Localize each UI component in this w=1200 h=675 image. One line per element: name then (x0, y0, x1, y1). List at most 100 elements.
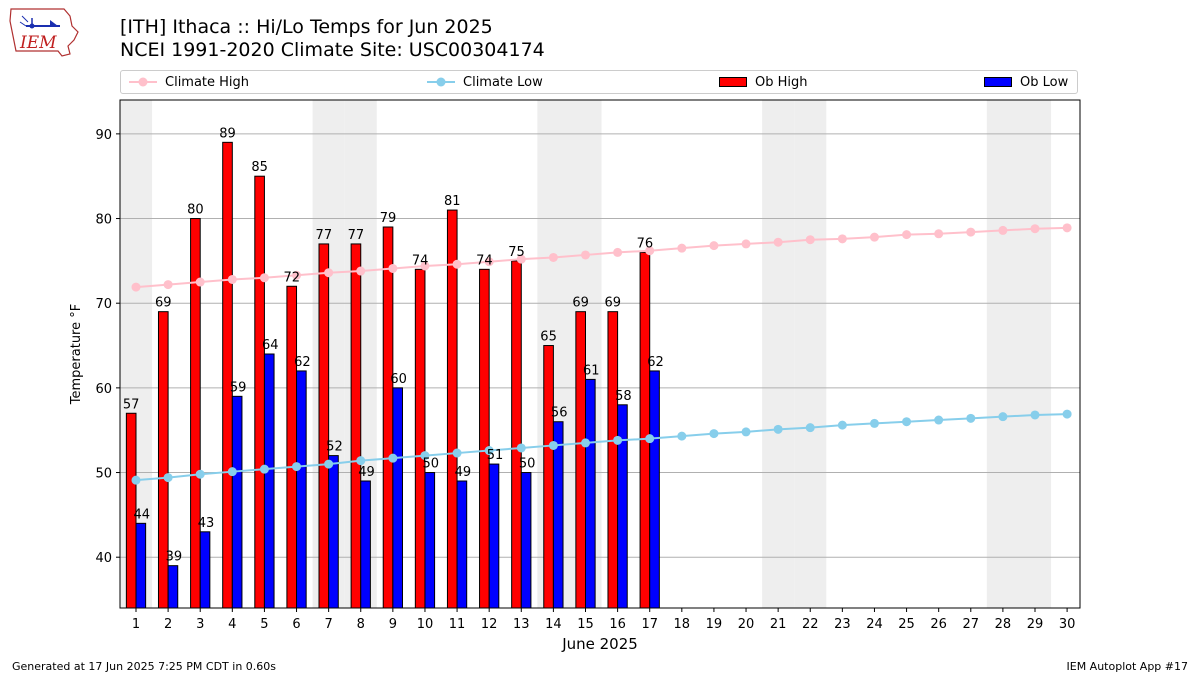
ob-low-value-label: 56 (551, 406, 568, 421)
ob-low-bar (135, 522, 147, 609)
x-tick-label: 9 (389, 617, 397, 632)
y-tick-label: 90 (95, 128, 112, 143)
climate-high-point (259, 273, 269, 283)
climate-low-point (645, 434, 655, 444)
x-tick-label: 6 (292, 617, 300, 632)
climate-high-point (613, 247, 623, 257)
climate-low-point (580, 438, 590, 448)
climate-low-point (388, 453, 398, 463)
climate-high-point (516, 254, 526, 264)
x-tick-label: 2 (164, 617, 172, 632)
iem-logo-graphic: IEM (9, 8, 79, 57)
climate-high-point (324, 268, 334, 278)
ob-high-bar (222, 141, 233, 609)
legend-climate-high-swatch (129, 77, 157, 87)
climate-low-line (135, 413, 1068, 482)
ob-high-value-label: 80 (187, 203, 204, 218)
chart-legend: Climate High Climate Low Ob High Ob Low (120, 70, 1078, 94)
climate-low-point (548, 440, 558, 450)
ob-high-bar (575, 311, 586, 609)
ob-high-bar (639, 251, 651, 609)
ob-high-value-label: 57 (123, 397, 140, 412)
ob-high-value-label: 81 (444, 194, 461, 209)
x-tick-label: 28 (995, 617, 1012, 632)
x-tick-label: 27 (963, 617, 980, 632)
climate-high-point (902, 230, 912, 240)
climate-low-point (324, 459, 334, 469)
ob-high-value-label: 65 (540, 330, 557, 345)
climate-high-point (195, 277, 205, 287)
climate-high-point (227, 274, 237, 284)
climate-low-point (1030, 410, 1040, 420)
climate-low-point (709, 429, 719, 439)
climate-low-point (741, 427, 751, 437)
legend-item-climate-high: Climate High (129, 74, 249, 90)
y-tick-label: 80 (95, 213, 112, 228)
legend-label-ob-low: Ob Low (1020, 74, 1069, 90)
x-tick-label: 20 (738, 617, 755, 632)
x-tick-label: 10 (417, 617, 434, 632)
weekend-shade (986, 100, 1019, 608)
x-tick-label: 5 (260, 617, 268, 632)
ob-low-bar (328, 455, 339, 609)
plot-frame (119, 99, 1081, 609)
ob-low-value-label: 62 (647, 355, 664, 370)
x-tick-label: 19 (706, 617, 723, 632)
ob-low-bar (167, 565, 179, 609)
climate-high-point (934, 229, 944, 239)
ob-high-value-label: 69 (155, 296, 172, 311)
ob-high-bar (254, 175, 265, 609)
ob-low-value-label: 61 (583, 363, 600, 378)
ob-high-bar (446, 209, 458, 609)
climate-low-point (934, 415, 944, 425)
climate-low-point (292, 462, 302, 472)
ob-high-bar (414, 268, 426, 609)
logo-text: IEM (19, 33, 57, 53)
ob-high-bar (350, 243, 362, 609)
legend-label-climate-high: Climate High (165, 74, 250, 90)
ob-low-bar (199, 531, 211, 609)
ob-low-bar (263, 353, 275, 609)
climate-high-point (741, 239, 751, 249)
climate-high-point (548, 252, 558, 262)
ob-low-bar (584, 378, 596, 609)
legend-ob-high-swatch (719, 77, 747, 87)
x-tick-label: 7 (325, 617, 333, 632)
ob-high-value-label: 75 (508, 245, 525, 260)
ob-high-bar (286, 285, 298, 609)
climate-low-point (420, 451, 430, 461)
ob-high-value-label: 77 (348, 228, 365, 243)
ob-low-bar (360, 480, 371, 609)
legend-item-ob-low: Ob Low (984, 74, 1068, 90)
ob-low-value-label: 62 (294, 355, 311, 370)
climate-high-point (580, 250, 590, 260)
climate-high-point (452, 259, 462, 269)
ob-high-bar (190, 218, 201, 609)
x-tick-label: 1 (132, 617, 140, 632)
y-tick-label: 70 (95, 297, 112, 312)
ob-low-value-label: 58 (615, 389, 632, 404)
y-tick-label: 40 (95, 551, 112, 566)
x-tick-label: 17 (641, 617, 658, 632)
ob-high-bar (479, 268, 490, 609)
climate-low-point (613, 435, 623, 445)
x-tick-label: 21 (770, 617, 787, 632)
ob-low-value-label: 52 (326, 440, 343, 455)
climate-low-point (998, 412, 1008, 422)
climate-high-line (135, 226, 1068, 289)
ob-low-bar (488, 463, 500, 609)
climate-high-point (837, 234, 847, 244)
climate-low-point (356, 456, 366, 466)
generated-timestamp: Generated at 17 Jun 2025 7:25 PM CDT in … (12, 660, 277, 673)
x-tick-label: 4 (228, 617, 236, 632)
ob-high-value-label: 72 (283, 270, 300, 285)
legend-label-ob-high: Ob High (755, 74, 808, 90)
x-tick-label: 23 (834, 617, 851, 632)
climate-high-point (709, 241, 719, 251)
y-axis-label: Temperature °F (69, 304, 84, 405)
x-tick-label: 15 (577, 617, 594, 632)
ob-high-bar (607, 311, 619, 609)
climate-low-point (195, 469, 205, 479)
climate-high-point (677, 243, 687, 253)
